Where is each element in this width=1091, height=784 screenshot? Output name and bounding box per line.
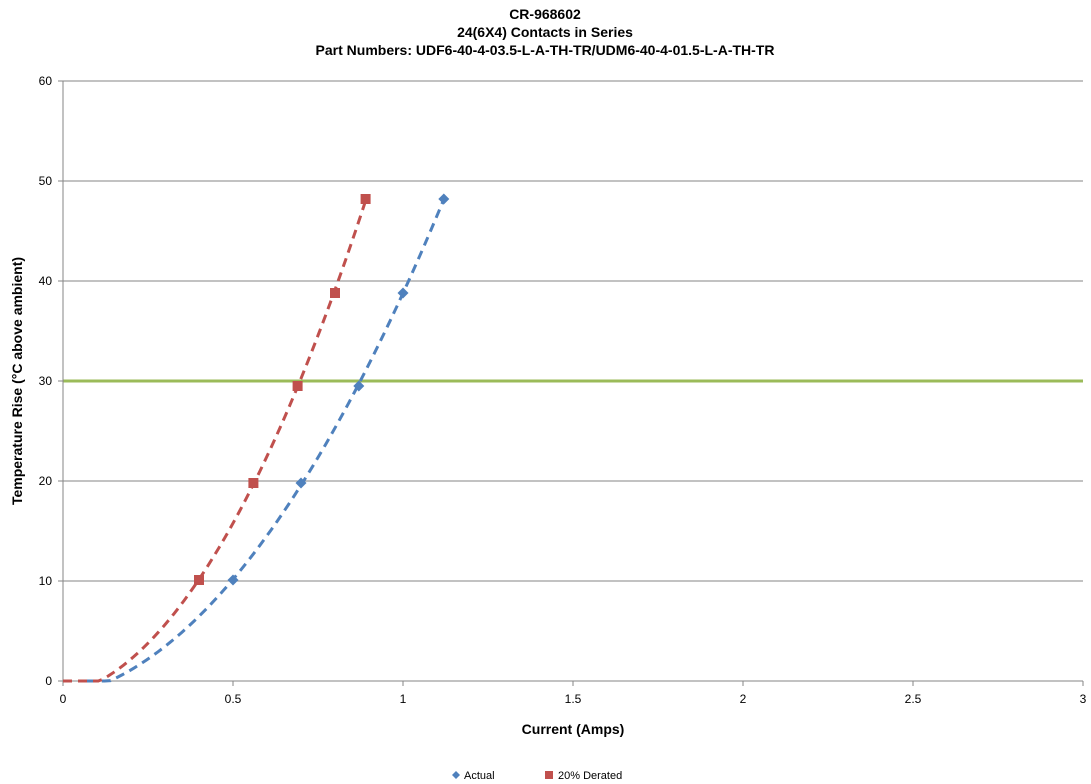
legend-marker-derated (545, 771, 553, 779)
y-tick-label: 0 (45, 674, 52, 688)
data-point-derated (360, 194, 371, 204)
y-axis-title: Temperature Rise (°C above ambient) (9, 257, 25, 505)
x-tick-label: 0 (60, 692, 67, 706)
chart-subtitle: 24(6X4) Contacts in Series (457, 24, 633, 40)
trendline-derated (63, 200, 368, 683)
x-tick-label: 2 (740, 692, 747, 706)
data-markers (194, 193, 450, 586)
data-point-actual (227, 574, 239, 586)
y-tick-label: 50 (39, 174, 53, 188)
y-tick-label: 20 (39, 474, 53, 488)
data-point-derated (330, 288, 340, 298)
trendlines (63, 198, 446, 683)
trendline-actual (86, 198, 446, 683)
gridlines (63, 80, 1083, 582)
axes (58, 80, 1084, 686)
x-tick-label: 1 (400, 692, 407, 706)
legend-label-actual: Actual (464, 770, 495, 782)
legend-item-derated: 20% Derated (545, 770, 622, 782)
legend-item-actual: Actual (452, 770, 495, 782)
data-point-actual (397, 287, 409, 299)
data-point-derated (194, 575, 204, 585)
chart-title: CR-968602 (509, 6, 581, 22)
legend-marker-actual (452, 771, 460, 779)
x-tick-label: 1.5 (565, 692, 582, 706)
data-point-derated (248, 478, 259, 488)
y-tick-label: 10 (39, 574, 53, 588)
tick-labels: 0 10 20 30 40 50 60 0 0.5 1 1.5 2 2.5 3 (39, 74, 1087, 706)
x-axis-title: Current (Amps) (522, 721, 625, 737)
legend-label-derated: 20% Derated (558, 770, 622, 782)
data-point-derated (292, 381, 303, 391)
data-point-actual (295, 477, 307, 489)
x-tick-label: 3 (1080, 692, 1087, 706)
y-tick-label: 40 (39, 274, 53, 288)
y-tick-label: 60 (39, 74, 53, 88)
data-point-actual (438, 193, 450, 205)
y-tick-label: 30 (39, 374, 53, 388)
legend: Actual 20% Derated (452, 770, 622, 782)
x-tick-label: 2.5 (905, 692, 922, 706)
chart-subtitle-part-numbers: Part Numbers: UDF6-40-4-03.5-L-A-TH-TR/U… (316, 42, 775, 58)
data-point-actual (353, 380, 365, 392)
x-tick-label: 0.5 (225, 692, 242, 706)
